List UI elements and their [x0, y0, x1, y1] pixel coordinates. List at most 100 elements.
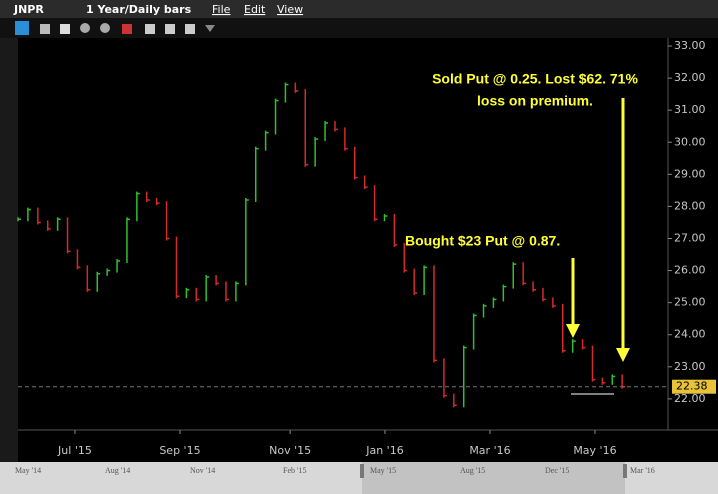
x-tick-label: Jan '16: [365, 444, 403, 457]
price-bar: [522, 262, 527, 286]
navigator-handle[interactable]: [360, 464, 364, 478]
price-bar: [96, 271, 101, 292]
price-bar: [116, 258, 121, 273]
x-tick-label: Sep '15: [159, 444, 200, 457]
title-bar: [0, 0, 718, 18]
price-bar: [56, 217, 61, 231]
last-price-box: [672, 379, 716, 394]
price-bar: [363, 175, 368, 190]
tool-icon[interactable]: [80, 23, 90, 33]
left-strip: [0, 38, 18, 462]
navigator-label: Mar '16: [630, 466, 655, 475]
price-bar: [245, 197, 249, 286]
price-axis: [668, 38, 718, 430]
price-bar: [601, 377, 606, 385]
navigator-label: May '14: [15, 466, 41, 475]
y-tick-label: 30.00: [674, 135, 706, 148]
x-tick-label: Mar '16: [469, 444, 510, 457]
price-bar: [175, 236, 180, 299]
price-bar: [571, 339, 576, 353]
price-bar: [324, 121, 329, 142]
price-bar: [274, 98, 279, 135]
tool-icon[interactable]: [122, 24, 132, 34]
price-bar: [254, 146, 259, 202]
price-bar: [37, 207, 41, 225]
price-bar: [433, 265, 437, 363]
symbol[interactable]: JNPR: [13, 3, 44, 16]
x-tick-label: Jul '15: [57, 444, 92, 457]
tool-icon[interactable]: [15, 21, 29, 35]
price-bar: [383, 214, 388, 222]
annotation: Sold Put @ 0.25. Lost $62. 71%: [432, 71, 638, 87]
price-bar: [205, 274, 210, 302]
price-bar: [235, 281, 239, 302]
menu-file[interactable]: File: [212, 3, 231, 16]
tool-icon[interactable]: [60, 24, 70, 34]
y-tick-label: 31.00: [674, 103, 706, 116]
price-bar: [66, 217, 71, 254]
price-bar: [146, 191, 150, 202]
price-bar: [215, 274, 220, 286]
price-bar: [46, 220, 51, 231]
arrow-head: [566, 324, 580, 338]
price-bar: [264, 130, 269, 151]
price-bar: [542, 287, 546, 302]
navigator-label: Aug '15: [460, 466, 485, 475]
x-tick-label: Nov '15: [269, 444, 311, 457]
tool-icon[interactable]: [185, 24, 195, 34]
price-bar: [334, 121, 338, 132]
price-bar: [195, 287, 200, 302]
price-bar: [472, 313, 477, 350]
price-bar: [354, 146, 358, 180]
price-bar: [581, 339, 586, 350]
price-bar: [284, 82, 289, 103]
tool-icon[interactable]: [205, 25, 215, 32]
price-bar: [482, 303, 487, 318]
x-tick-label: May '16: [573, 444, 616, 457]
price-bar: [86, 265, 91, 292]
price-bar: [344, 127, 348, 151]
price-bar: [106, 268, 111, 276]
price-bar: [492, 297, 497, 308]
price-bar: [314, 137, 319, 167]
navigator-handle[interactable]: [623, 464, 627, 478]
tool-icon[interactable]: [145, 24, 155, 34]
price-bar: [304, 88, 309, 167]
price-bar: [532, 281, 537, 292]
navigator-label: Feb '15: [283, 466, 306, 475]
arrow-head: [616, 348, 630, 362]
price-bar: [155, 197, 160, 206]
price-bar: [393, 214, 398, 247]
price-bar: [462, 345, 467, 408]
y-tick-label: 24.00: [674, 328, 706, 341]
last-price-label: 22.38: [676, 380, 708, 393]
menu-edit[interactable]: Edit: [244, 3, 266, 16]
price-bar: [413, 268, 418, 296]
tool-icon[interactable]: [40, 24, 50, 34]
navigator-label: Dec '15: [545, 466, 569, 475]
price-bar: [17, 217, 21, 222]
price-bar: [76, 249, 81, 270]
navigator-label: Nov '14: [190, 466, 215, 475]
price-bar: [403, 242, 408, 273]
price-bar: [185, 287, 190, 299]
price-bar: [562, 303, 566, 353]
navigator-label: May '15: [370, 466, 396, 475]
period[interactable]: 1 Year/Daily bars: [86, 3, 192, 16]
price-bar: [225, 281, 229, 302]
tool-icon[interactable]: [100, 23, 110, 33]
y-tick-label: 25.00: [674, 296, 706, 309]
y-tick-label: 32.00: [674, 71, 706, 84]
y-tick-label: 26.00: [674, 264, 706, 277]
price-bar: [453, 393, 457, 408]
price-bar: [165, 201, 170, 241]
menu-view[interactable]: View: [277, 3, 303, 16]
price-bar: [502, 284, 507, 302]
y-tick-label: 28.00: [674, 199, 706, 212]
y-tick-label: 33.00: [674, 39, 706, 52]
tool-icon[interactable]: [165, 24, 175, 34]
price-bar: [136, 191, 140, 222]
navigator-window: [362, 462, 625, 494]
tool-row: [0, 18, 718, 38]
